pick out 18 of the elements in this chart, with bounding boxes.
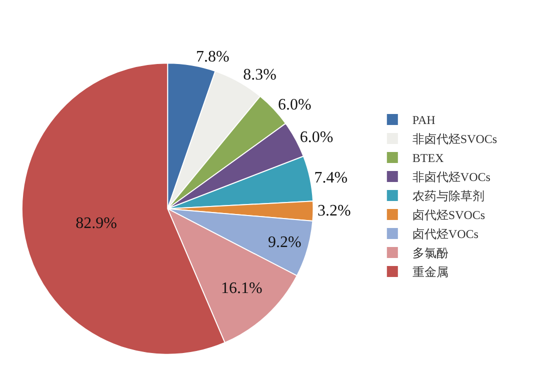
legend-label: 重金属 xyxy=(412,265,448,280)
data-label: 6.0% xyxy=(278,96,312,114)
legend-label: 卤代烃SVOCs xyxy=(412,208,486,222)
data-label: 6.0% xyxy=(300,128,334,146)
data-label: 16.1% xyxy=(221,280,262,298)
legend-label: 农药与除草剂 xyxy=(412,189,484,204)
legend-label: 多氯酚 xyxy=(412,246,448,260)
legend-label: 卤代烃VOCs xyxy=(412,227,479,242)
legend-label: 非卤代烃SVOCs xyxy=(412,132,498,146)
data-label: 7.8% xyxy=(196,48,230,66)
legend-label: PAH xyxy=(412,113,436,128)
data-label: 82.9% xyxy=(76,214,117,232)
data-label: 7.4% xyxy=(314,169,348,186)
data-label: 3.2% xyxy=(317,202,351,220)
data-label: 9.2% xyxy=(268,234,302,252)
legend-label: BTEX xyxy=(412,151,444,166)
data-label: 8.3% xyxy=(243,66,276,84)
legend-label: 非卤代烃VOCs xyxy=(412,170,491,184)
